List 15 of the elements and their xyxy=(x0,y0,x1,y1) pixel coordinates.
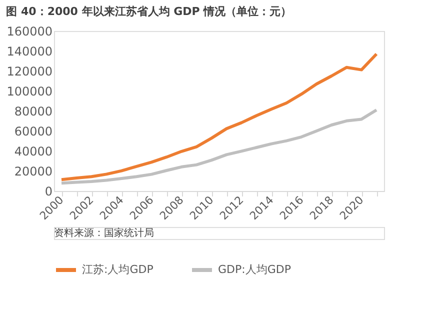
legend-label: 江苏:人均GDP xyxy=(82,263,154,276)
line-series xyxy=(60,108,378,185)
y-tick-label: 140000 xyxy=(6,44,52,58)
text: 资料来源：国家统计局 xyxy=(54,227,154,239)
y-tick-label: 120000 xyxy=(6,64,52,78)
y-tick-label: 40000 xyxy=(14,144,52,158)
y-tick-label: 160000 xyxy=(6,24,52,38)
y-tick-label: 0 xyxy=(44,184,52,198)
y-tick-label: 60000 xyxy=(14,124,52,138)
y-tick-label: 100000 xyxy=(6,84,52,98)
y-tick-label: 80000 xyxy=(14,104,52,118)
line-series xyxy=(60,52,378,182)
y-tick-label: 20000 xyxy=(14,164,52,178)
chart-title: 图 40：2000 年以来江苏省人均 GDP 情况（单位：元） xyxy=(6,5,292,18)
legend-label: GDP:人均GDP xyxy=(218,263,292,276)
